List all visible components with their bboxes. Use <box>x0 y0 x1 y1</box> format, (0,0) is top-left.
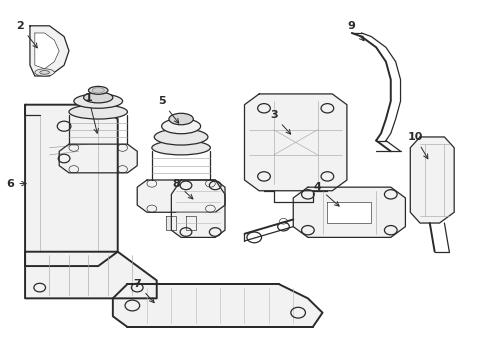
Ellipse shape <box>92 87 104 93</box>
Ellipse shape <box>88 86 108 94</box>
Polygon shape <box>293 187 405 237</box>
Polygon shape <box>327 202 370 223</box>
Ellipse shape <box>154 129 207 145</box>
Polygon shape <box>59 144 137 173</box>
Text: 4: 4 <box>313 182 339 206</box>
Polygon shape <box>35 33 59 69</box>
Text: 9: 9 <box>347 21 363 41</box>
Polygon shape <box>137 180 224 212</box>
Polygon shape <box>409 137 453 223</box>
Polygon shape <box>166 216 176 230</box>
Polygon shape <box>113 284 322 327</box>
Ellipse shape <box>168 113 193 125</box>
Text: 3: 3 <box>269 111 290 134</box>
Polygon shape <box>185 216 195 230</box>
Polygon shape <box>25 105 118 266</box>
Ellipse shape <box>69 105 127 119</box>
Text: 7: 7 <box>133 279 154 303</box>
Text: 1: 1 <box>84 93 98 133</box>
Ellipse shape <box>83 92 113 103</box>
Ellipse shape <box>152 140 210 155</box>
Ellipse shape <box>161 119 200 134</box>
Polygon shape <box>25 252 157 298</box>
Text: 6: 6 <box>6 179 26 189</box>
Polygon shape <box>244 94 346 191</box>
Text: 2: 2 <box>16 21 37 48</box>
Text: 8: 8 <box>172 179 192 199</box>
Text: 10: 10 <box>407 132 427 159</box>
Ellipse shape <box>35 69 54 76</box>
Ellipse shape <box>74 94 122 108</box>
Ellipse shape <box>40 71 49 74</box>
Text: 5: 5 <box>158 96 179 123</box>
Polygon shape <box>171 180 224 237</box>
Polygon shape <box>30 26 69 76</box>
